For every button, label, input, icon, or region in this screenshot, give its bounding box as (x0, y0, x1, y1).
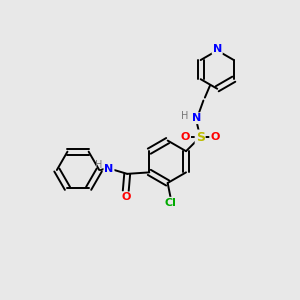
Text: H: H (181, 111, 188, 122)
Text: N: N (104, 164, 114, 173)
Text: S: S (196, 130, 205, 143)
Text: O: O (181, 132, 190, 142)
Text: O: O (210, 132, 220, 142)
Text: O: O (121, 192, 130, 203)
Text: N: N (192, 113, 201, 123)
Text: N: N (213, 44, 222, 54)
Text: Cl: Cl (165, 198, 176, 208)
Text: H: H (95, 160, 102, 170)
